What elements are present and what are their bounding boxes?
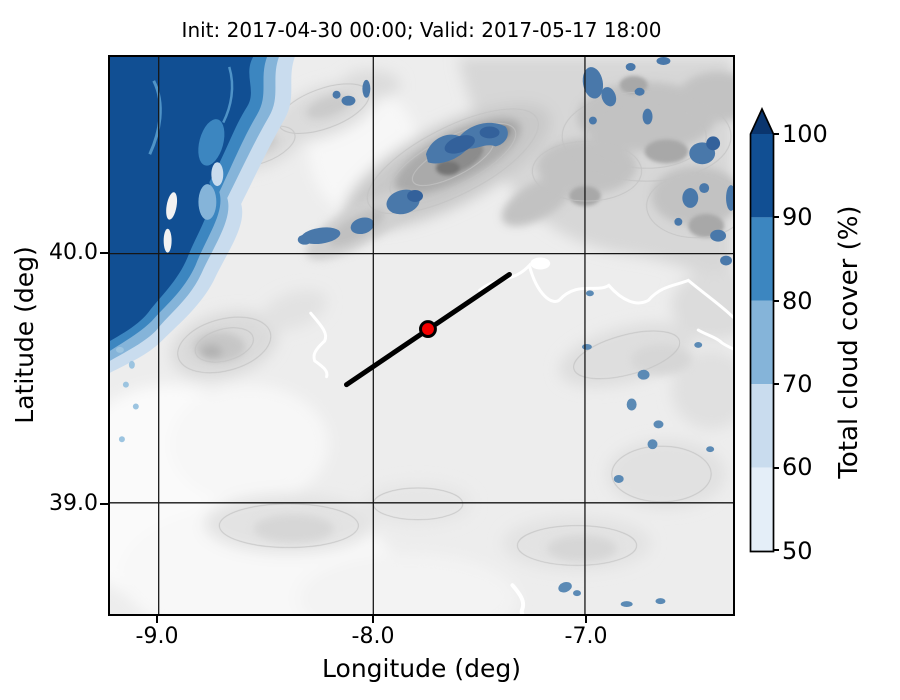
colorbar	[749, 107, 775, 553]
river-widening	[530, 257, 551, 270]
colorbar-tick-label: 60	[782, 453, 813, 481]
colorbar-tick-label: 70	[782, 370, 813, 398]
colorbar-tick-mark	[774, 133, 779, 135]
colorbar-extend-arrow	[750, 109, 774, 134]
location-marker	[419, 320, 437, 338]
cloud-mass-northwest	[110, 57, 295, 443]
colorbar-segment-60-70	[750, 384, 774, 468]
colorbar-segment-90-100	[750, 134, 774, 218]
colorbar-axis-label: Total cloud cover (%)	[834, 205, 864, 479]
x-tick-label: -8.0	[351, 624, 395, 649]
cloud-specks-east	[558, 290, 715, 608]
map-canvas	[110, 57, 733, 614]
x-axis-label: Longitude (deg)	[322, 654, 521, 683]
cloud-patches-northeast	[582, 57, 733, 266]
x-tick-mark	[585, 616, 587, 623]
y-tick-label: 39.0	[49, 491, 98, 516]
colorbar-segment-70-80	[750, 300, 774, 385]
river-lines	[309, 262, 733, 614]
colorbar-segment-80-90	[750, 217, 774, 301]
x-tick-label: -9.0	[135, 624, 179, 649]
colorbar-tick-mark	[774, 299, 779, 302]
x-tick-mark	[372, 616, 374, 623]
map-plot-area	[108, 55, 735, 616]
gridlines	[110, 57, 733, 614]
terrain-cores	[193, 71, 733, 562]
colorbar-outline	[749, 107, 775, 553]
y-tick-mark	[100, 503, 108, 505]
colorbar-tick-label: 100	[782, 120, 828, 148]
colorbar-tick-mark	[774, 383, 779, 386]
colorbar-tick-mark	[774, 216, 779, 219]
colorbar-tick-mark	[774, 549, 779, 551]
y-tick-label: 40.0	[49, 240, 98, 265]
x-tick-label: -7.0	[564, 624, 608, 649]
colorbar-tick-label: 90	[782, 203, 813, 231]
colorbar-tick-label: 80	[782, 287, 813, 315]
cloud-patches-ridge	[297, 79, 508, 245]
colorbar-segment-50-60	[750, 467, 774, 552]
plot-title: Init: 2017-04-30 00:00; Valid: 2017-05-1…	[181, 18, 662, 42]
y-axis-label: Latitude (deg)	[10, 246, 39, 424]
x-tick-mark	[156, 616, 158, 623]
y-tick-mark	[100, 252, 108, 254]
colorbar-tick-label: 50	[782, 537, 813, 565]
colorbar-tick-mark	[774, 466, 779, 469]
